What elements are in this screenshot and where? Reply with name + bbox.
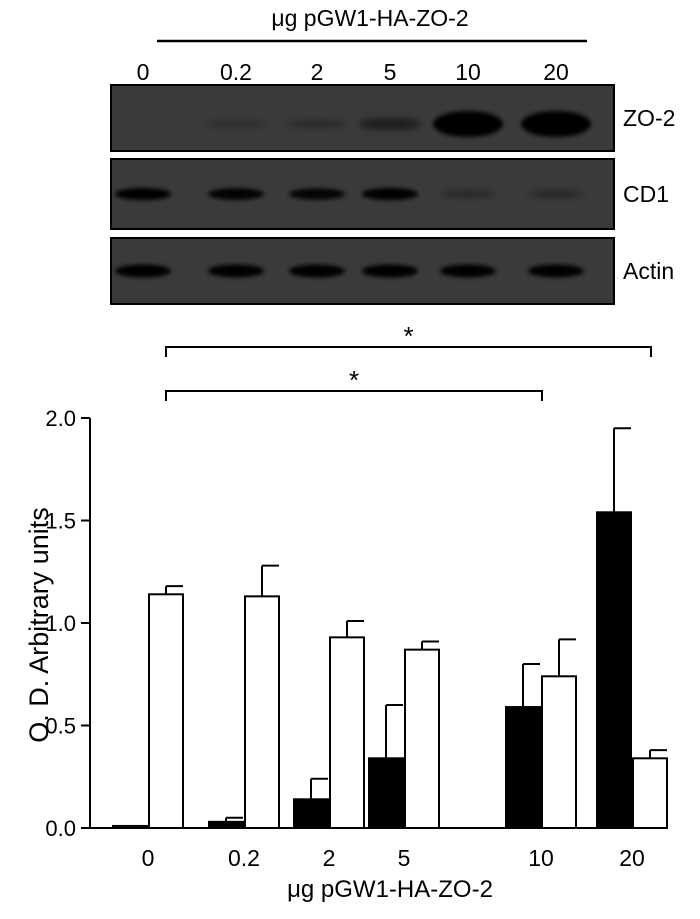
y-tick-label: 1.5 [45,509,76,534]
blot-band [115,187,171,201]
bar-open [244,595,280,829]
y-tick-label: 0.5 [45,714,76,739]
bar-open [329,636,365,829]
blot-rows: ZO-2 CD1 Actin [110,84,675,305]
bar-open [632,757,668,829]
bar-filled [505,706,541,829]
blot-band [115,264,171,278]
blot-row-label: ZO-2 [623,105,675,131]
blot-lane-label: 5 [384,59,397,85]
blot-band [528,190,584,198]
x-tick-label: 5 [398,845,411,871]
x-tick-label: 2 [323,845,336,871]
western-blot: μg pGW1-HA-ZO-2 0 0.2 2 5 10 20 ZO-2 CD1 Actin [110,5,675,305]
blot-lane-label: 2 [311,59,324,85]
significance-bracket: * [165,321,652,357]
bar-open [404,648,440,830]
blot-header-label: μg pGW1-HA-ZO-2 [271,5,468,31]
blot-lane-label: 0 [137,59,150,85]
blot-row-label: Actin [623,258,674,284]
significance-bracket: * [165,365,543,401]
significance-brackets: ** [165,321,652,401]
bar-filled [293,798,329,829]
x-axis-label: μg pGW1-HA-ZO-2 [287,876,493,903]
blot-band [440,190,496,198]
x-axis: 0 0.2 2 5 10 20 [90,827,668,871]
bar-chart: ** 0.00.51.01.52.0 0 0.2 2 5 10 20 O. D. Arbi… [24,321,668,903]
bar-filled [368,757,404,829]
blot-lane-label: 0.2 [220,59,252,85]
blot-row-label: CD1 [623,181,669,207]
significance-marker: * [349,365,359,395]
blot-lane-label: 20 [543,59,569,85]
blot-band [289,188,345,200]
x-tick-label: 10 [528,845,554,871]
blot-band [208,188,264,200]
blot-band [286,120,348,128]
bars [112,427,668,830]
bar-open [541,675,577,829]
bar-filled [596,511,632,829]
blot-band [433,111,503,137]
blot-band [521,111,591,137]
y-tick-label: 2.0 [45,406,76,431]
y-tick-label: 0.0 [45,816,76,841]
bar-filled [208,820,244,829]
blot-band [528,264,584,278]
blot-band [358,118,422,130]
significance-bracket-line [165,346,652,357]
blot-band [208,264,264,278]
blot-band [289,264,345,278]
significance-marker: * [403,321,413,351]
y-axis: 0.0 0.5 1.0 1.5 2.0 [45,406,91,841]
x-tick-label: 0.2 [228,845,260,871]
blot-row: CD1 [110,158,669,230]
significance-bracket-line [165,390,543,401]
x-tick-label: 0 [142,845,155,871]
blot-row: Actin [110,237,674,305]
blot-lane-labels: 0 0.2 2 5 10 20 [137,59,569,85]
blot-lane-label: 10 [455,59,481,85]
x-tick-label: 20 [619,845,645,871]
y-axis-label: O. D. Arbitrary units [24,507,54,743]
blot-band [440,264,496,278]
blot-band [205,120,267,128]
bar-open [148,593,184,829]
blot-band [362,264,418,278]
blot-row: ZO-2 [110,84,675,152]
blot-band [362,187,418,201]
bar-filled [112,824,148,830]
y-tick-label: 1.0 [45,611,76,636]
